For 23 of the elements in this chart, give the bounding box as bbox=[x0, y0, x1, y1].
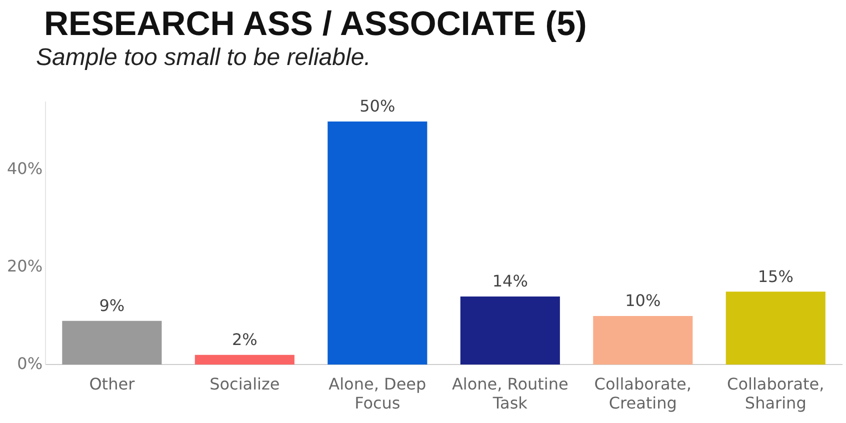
bar bbox=[194, 354, 294, 365]
x-tick-label: Alone, Routine Task bbox=[452, 374, 568, 413]
bar bbox=[726, 292, 826, 365]
data-label: 14% bbox=[492, 272, 528, 291]
y-tick-label: 40% bbox=[7, 159, 43, 178]
y-tick-label: 0% bbox=[17, 354, 43, 373]
x-tick-label: Collaborate, Sharing bbox=[727, 374, 824, 413]
x-tick-label: Collaborate, Creating bbox=[594, 374, 692, 413]
y-tick-label: 20% bbox=[7, 256, 43, 276]
x-tick-label: Alone, Deep Focus bbox=[328, 374, 426, 413]
data-label: 2% bbox=[232, 330, 258, 350]
bar bbox=[328, 121, 428, 365]
bar bbox=[62, 320, 162, 365]
x-tick-label: Other bbox=[89, 374, 136, 394]
data-label: 50% bbox=[360, 96, 396, 116]
data-label: 10% bbox=[625, 291, 661, 310]
bar bbox=[593, 316, 693, 365]
data-label: 15% bbox=[758, 266, 794, 286]
bar bbox=[460, 296, 560, 365]
x-tick-label: Socialize bbox=[210, 374, 280, 394]
data-label: 9% bbox=[99, 296, 125, 315]
chart-title: RESEARCH ASS / ASSOCIATE (5) bbox=[43, 4, 588, 44]
chart-subtitle: Sample too small to be reliable. bbox=[35, 44, 372, 72]
